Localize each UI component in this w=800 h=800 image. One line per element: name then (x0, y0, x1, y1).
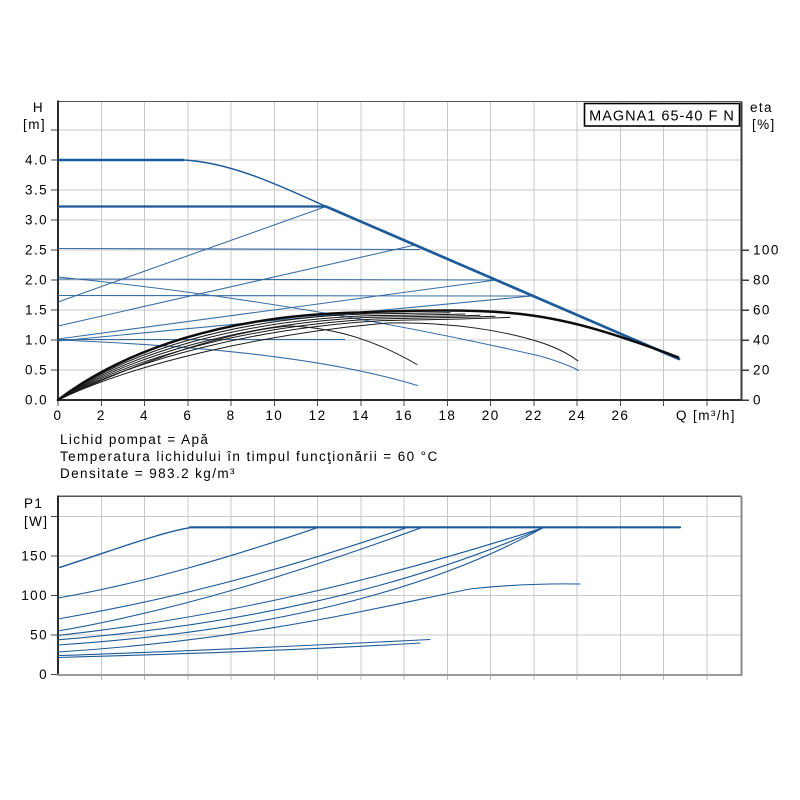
svg-text:[m]: [m] (23, 117, 46, 132)
svg-text:2: 2 (97, 408, 106, 423)
svg-text:2.5: 2.5 (25, 243, 48, 258)
svg-text:H: H (33, 100, 44, 115)
svg-text:150: 150 (21, 548, 48, 563)
svg-text:14: 14 (352, 408, 370, 423)
svg-text:24: 24 (568, 408, 586, 423)
svg-text:4.0: 4.0 (25, 153, 48, 168)
svg-text:100: 100 (21, 588, 48, 603)
svg-text:MAGNA1 65-40 F N: MAGNA1 65-40 F N (589, 109, 735, 125)
svg-text:50: 50 (30, 628, 48, 643)
svg-text:20: 20 (482, 408, 500, 423)
svg-text:P1: P1 (24, 496, 43, 511)
svg-text:80: 80 (753, 273, 771, 288)
svg-text:22: 22 (525, 408, 543, 423)
svg-text:10: 10 (265, 408, 283, 423)
svg-text:Densitate = 983.2 kg/m³: Densitate = 983.2 kg/m³ (60, 466, 236, 481)
svg-text:eta: eta (750, 100, 773, 115)
svg-text:100: 100 (753, 243, 780, 258)
svg-text:8: 8 (227, 408, 236, 423)
svg-text:1.0: 1.0 (25, 333, 48, 348)
svg-text:0.5: 0.5 (25, 363, 48, 378)
svg-text:0: 0 (54, 408, 63, 423)
svg-text:0: 0 (753, 393, 762, 408)
svg-text:4: 4 (140, 408, 149, 423)
svg-text:Q [m³/h]: Q [m³/h] (676, 408, 736, 423)
svg-text:12: 12 (309, 408, 327, 423)
svg-text:[%]: [%] (752, 117, 776, 132)
svg-text:1.5: 1.5 (25, 303, 48, 318)
svg-text:18: 18 (438, 408, 456, 423)
svg-text:60: 60 (753, 303, 771, 318)
svg-text:40: 40 (753, 333, 771, 348)
svg-text:26: 26 (611, 408, 629, 423)
svg-text:Temperatura lichidului în timp: Temperatura lichidului în timpul funcţio… (60, 449, 439, 464)
svg-text:20: 20 (753, 363, 771, 378)
svg-text:0.0: 0.0 (25, 393, 48, 408)
svg-text:6: 6 (183, 408, 192, 423)
svg-text:[W]: [W] (24, 514, 48, 529)
svg-text:Lichid pompat = Apă: Lichid pompat = Apă (60, 432, 209, 447)
svg-text:3.5: 3.5 (25, 183, 48, 198)
svg-text:3.0: 3.0 (25, 213, 48, 228)
svg-text:0: 0 (39, 667, 48, 682)
svg-text:16: 16 (395, 408, 413, 423)
svg-text:2.0: 2.0 (25, 273, 48, 288)
